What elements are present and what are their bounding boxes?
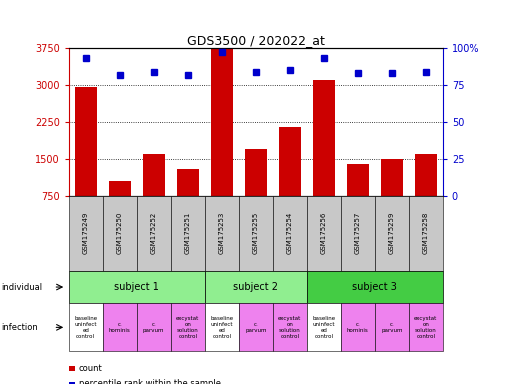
Text: GSM175250: GSM175250 (117, 212, 123, 255)
Bar (75, 88, 97, 233)
Text: c.
parvum: c. parvum (381, 322, 403, 333)
Text: GSM175254: GSM175254 (287, 212, 293, 255)
Bar (143, 154, 165, 233)
Text: GSM175249: GSM175249 (83, 212, 89, 255)
Text: c.
hominis: c. hominis (347, 322, 369, 333)
Text: subject 2: subject 2 (233, 282, 278, 292)
Text: baseline
uninfect
ed
control: baseline uninfect ed control (74, 316, 97, 339)
Text: percentile rank within the sample: percentile rank within the sample (79, 379, 221, 384)
Text: infection: infection (1, 323, 38, 332)
Title: GDS3500 / 202022_at: GDS3500 / 202022_at (187, 34, 325, 47)
Bar (109, 181, 131, 233)
Text: subject 3: subject 3 (352, 282, 397, 292)
Text: GSM175256: GSM175256 (321, 212, 327, 255)
Text: count: count (79, 364, 103, 373)
Text: GSM175253: GSM175253 (219, 212, 225, 255)
Text: subject 1: subject 1 (115, 282, 159, 292)
Text: baseline
uninfect
ed
control: baseline uninfect ed control (210, 316, 233, 339)
Text: baseline
uninfect
ed
control: baseline uninfect ed control (312, 316, 335, 339)
Bar (415, 154, 437, 233)
Text: GSM175255: GSM175255 (253, 212, 259, 255)
Bar (347, 164, 369, 233)
Bar (245, 149, 267, 233)
Text: GSM175259: GSM175259 (389, 212, 395, 255)
Text: GSM175258: GSM175258 (423, 212, 429, 255)
Text: c.
parvum: c. parvum (245, 322, 267, 333)
Text: c.
hominis: c. hominis (109, 322, 131, 333)
Text: excystat
on
solution
control: excystat on solution control (414, 316, 437, 339)
Text: c.
parvum: c. parvum (143, 322, 164, 333)
Text: GSM175257: GSM175257 (355, 212, 361, 255)
Bar (381, 159, 403, 233)
Text: GSM175251: GSM175251 (185, 212, 191, 255)
Text: individual: individual (1, 283, 42, 291)
Bar (177, 169, 199, 233)
Text: excystat
on
solution
control: excystat on solution control (278, 316, 301, 339)
Bar (211, 48, 233, 233)
Bar (313, 80, 335, 233)
Text: excystat
on
solution
control: excystat on solution control (176, 316, 200, 339)
Bar (279, 127, 301, 233)
Text: GSM175252: GSM175252 (151, 212, 157, 255)
